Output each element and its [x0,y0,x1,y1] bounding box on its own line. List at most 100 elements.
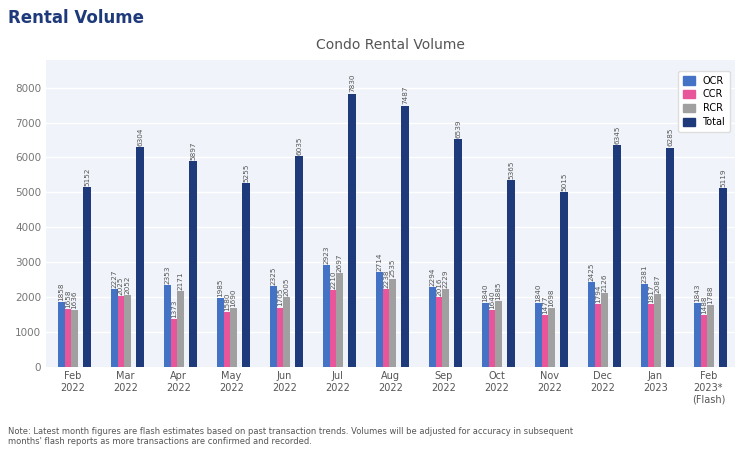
Bar [217,298,223,367]
Bar [641,284,648,367]
Bar [442,289,448,367]
Legend: OCR, CCR, RCR, Total: OCR, CCR, RCR, Total [678,71,730,132]
Bar [83,187,91,367]
Bar [112,289,118,367]
Text: 2714: 2714 [376,253,382,271]
Bar [348,93,355,367]
Bar [595,304,602,367]
Bar [454,138,462,367]
Text: 6304: 6304 [137,127,143,146]
Bar [164,285,171,367]
Text: 2087: 2087 [654,275,660,293]
Bar [376,272,382,367]
Text: 1690: 1690 [230,289,236,307]
Bar [71,310,77,367]
Bar [489,310,495,367]
Bar [336,273,343,367]
Text: 2381: 2381 [642,264,648,283]
Text: 2535: 2535 [389,259,395,277]
Text: 2294: 2294 [430,267,436,286]
Text: 7830: 7830 [349,74,355,92]
Bar [719,188,727,367]
Bar [382,289,389,367]
Text: 1840: 1840 [483,283,489,302]
Text: 2325: 2325 [271,266,277,285]
Bar [64,309,71,367]
Text: 2005: 2005 [284,277,290,296]
Bar [589,282,595,367]
Bar [495,301,502,367]
Text: 1858: 1858 [58,283,64,301]
Text: 1817: 1817 [648,284,654,303]
Text: 2052: 2052 [124,276,130,295]
Bar [602,293,608,367]
Text: 1640: 1640 [489,290,495,309]
Text: 2227: 2227 [112,270,118,288]
Text: 1636: 1636 [71,290,77,309]
Bar [430,287,436,367]
Text: 2126: 2126 [602,273,608,292]
Bar [189,161,196,367]
Bar [224,312,230,367]
Text: 1373: 1373 [171,299,177,318]
Bar [536,303,542,367]
Bar [171,319,177,367]
Bar [700,315,707,367]
Bar [330,290,336,367]
Text: 2171: 2171 [177,272,183,290]
Bar [118,296,124,367]
Title: Condo Rental Volume: Condo Rental Volume [316,37,465,51]
Text: 1698: 1698 [548,288,554,307]
Text: 5119: 5119 [720,169,726,187]
Text: 2210: 2210 [330,270,336,289]
Text: 1794: 1794 [595,285,601,304]
Text: 2025: 2025 [118,277,124,295]
Text: 1477: 1477 [542,296,548,314]
Text: 2697: 2697 [336,253,342,272]
Bar [542,315,548,367]
Bar [389,279,395,367]
Bar [58,302,64,367]
Bar [507,179,515,367]
Text: 1788: 1788 [707,285,713,304]
Text: 2016: 2016 [436,277,442,295]
Bar [136,147,144,367]
Text: 5255: 5255 [243,164,249,183]
Text: 5152: 5152 [84,167,90,186]
Bar [614,145,621,367]
Text: Rental Volume: Rental Volume [8,9,143,27]
Bar [401,106,409,367]
Bar [548,308,554,367]
Bar [296,156,303,367]
Text: 2923: 2923 [324,245,330,264]
Bar [666,147,674,367]
Text: 1843: 1843 [694,283,700,302]
Bar [124,295,130,367]
Text: 2425: 2425 [589,263,595,281]
Bar [694,303,700,367]
Text: Note: Latest month figures are flash estimates based on past transaction trends.: Note: Latest month figures are flash est… [8,427,573,446]
Text: 1840: 1840 [536,283,542,302]
Text: 7487: 7487 [402,86,408,105]
Text: 5897: 5897 [190,142,196,160]
Bar [277,308,284,367]
Bar [230,308,236,367]
Text: 1705: 1705 [277,288,283,307]
Text: 1658: 1658 [65,290,71,308]
Text: 1885: 1885 [495,282,501,300]
Text: 6035: 6035 [296,137,302,155]
Bar [707,304,713,367]
Text: 6539: 6539 [455,119,461,138]
Text: 1488: 1488 [701,295,707,314]
Bar [436,297,442,367]
Bar [560,192,568,367]
Bar [654,294,661,367]
Text: 5015: 5015 [561,172,567,191]
Bar [242,184,250,367]
Text: 6285: 6285 [667,128,673,147]
Text: 6345: 6345 [614,126,620,144]
Text: 1580: 1580 [224,292,230,311]
Bar [177,291,184,367]
Text: 2353: 2353 [164,265,170,284]
Bar [271,286,277,367]
